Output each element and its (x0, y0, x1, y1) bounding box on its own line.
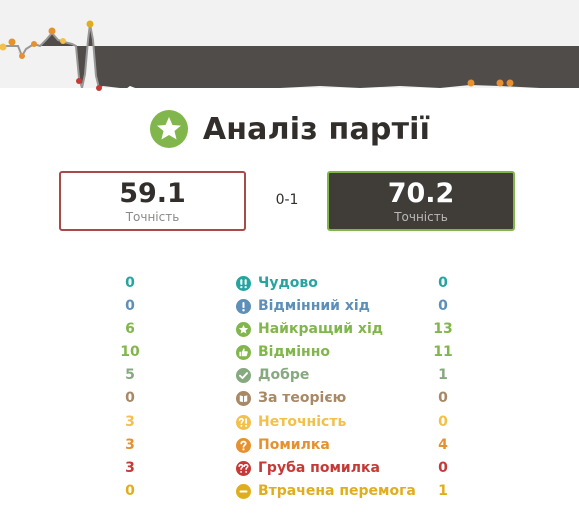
classification-row-inaccuracy[interactable]: 3 Неточність 0 (0, 411, 579, 434)
graph-bottom-strip (0, 88, 579, 92)
classification-row-miss[interactable]: 0 Втрачена перемога 1 (0, 480, 579, 503)
classification-row-blunder[interactable]: 3 Груба помилка 0 (0, 457, 579, 480)
black-accuracy-value: 70.2 (387, 178, 455, 209)
white-count: 3 (125, 413, 135, 430)
graph-position-marker (122, 86, 138, 92)
white-count: 0 (125, 482, 135, 499)
classification-row-best[interactable]: 6 Найкращий хід 13 (0, 318, 579, 341)
white-count: 0 (125, 298, 135, 315)
classification-row-good[interactable]: 5 Добре 1 (0, 364, 579, 387)
white-count: 10 (120, 344, 140, 361)
black-count: 0 (438, 298, 448, 315)
white-count: 3 (125, 436, 135, 453)
thumbs-up-icon (236, 345, 251, 361)
classification-label: Відмінний хід (258, 298, 370, 315)
white-count: 3 (125, 459, 135, 476)
black-count: 1 (438, 482, 448, 499)
classification-row-mistake[interactable]: 3 Помилка 4 (0, 434, 579, 457)
black-accuracy-box: 70.2 Точність (327, 171, 515, 231)
evaluation-graph[interactable] (0, 0, 579, 92)
classification-label: Чудово (258, 275, 318, 291)
white-accuracy-label: Точність (125, 210, 180, 224)
graph-point-mistake (19, 53, 25, 59)
classification-row-great[interactable]: 0 Відмінний хід 0 (0, 295, 579, 318)
question-exclamation-icon (236, 414, 251, 430)
check-icon (236, 368, 251, 384)
black-count: 0 (438, 275, 448, 291)
classification-row-excellent[interactable]: 10 Відмінно 11 (0, 341, 579, 364)
black-count: 0 (438, 459, 448, 476)
white-count: 5 (125, 367, 135, 384)
white-count: 0 (125, 390, 135, 407)
game-result: 0-1 (275, 192, 299, 208)
graph-point-mistake (31, 41, 37, 47)
classification-label: Груба помилка (258, 459, 380, 476)
graph-point-miss (86, 20, 94, 28)
graph-white-overlay (0, 0, 579, 57)
black-count: 0 (438, 390, 448, 407)
graph-point-mistake (506, 79, 514, 87)
black-count: 1 (438, 367, 448, 384)
classification-label: Відмінно (258, 344, 330, 361)
black-count: 4 (438, 436, 448, 453)
exclamation-icon (236, 299, 251, 315)
classification-row-brilliant[interactable]: 0 Чудово 0 (0, 272, 579, 295)
black-count: 13 (433, 321, 453, 338)
star-icon (149, 110, 188, 148)
minus-icon (236, 483, 251, 499)
graph-point-inaccuracy (0, 43, 7, 51)
graph-point-mistake (496, 79, 504, 87)
graph-point-blunder (76, 78, 82, 84)
review-header: Аналіз партії (0, 106, 579, 152)
white-accuracy-box: 59.1 Точність (59, 171, 246, 231)
page-title: Аналіз партії (202, 111, 431, 147)
move-classification-table: 0 Чудово 0 0 Відмінний хід 0 6 (0, 272, 579, 503)
classification-label: Найкращий хід (258, 321, 384, 338)
graph-point-inaccuracy (60, 38, 66, 44)
white-count: 6 (125, 321, 135, 338)
classification-label: Добре (258, 367, 310, 384)
classification-label: За теорією (258, 390, 347, 407)
black-count: 11 (433, 344, 453, 361)
classification-row-book[interactable]: 0 За теорією 0 (0, 387, 579, 410)
classification-label: Помилка (258, 436, 330, 453)
black-accuracy-label: Точність (394, 210, 448, 224)
double-exclamation-icon (236, 276, 251, 291)
white-accuracy-value: 59.1 (119, 178, 186, 209)
black-count: 0 (438, 413, 448, 430)
graph-point-mistake (8, 38, 16, 46)
classification-label: Втрачена перемога (258, 482, 416, 499)
star-icon (236, 322, 251, 338)
double-question-icon (236, 460, 251, 476)
graph-point-mistake (467, 79, 475, 87)
graph-point-mistake (48, 27, 56, 35)
book-icon (236, 391, 251, 407)
classification-label: Неточність (258, 413, 347, 430)
question-icon (236, 437, 251, 453)
white-count: 0 (125, 275, 135, 291)
graph-black-area (0, 24, 579, 90)
graph-point-blunder (96, 85, 102, 91)
